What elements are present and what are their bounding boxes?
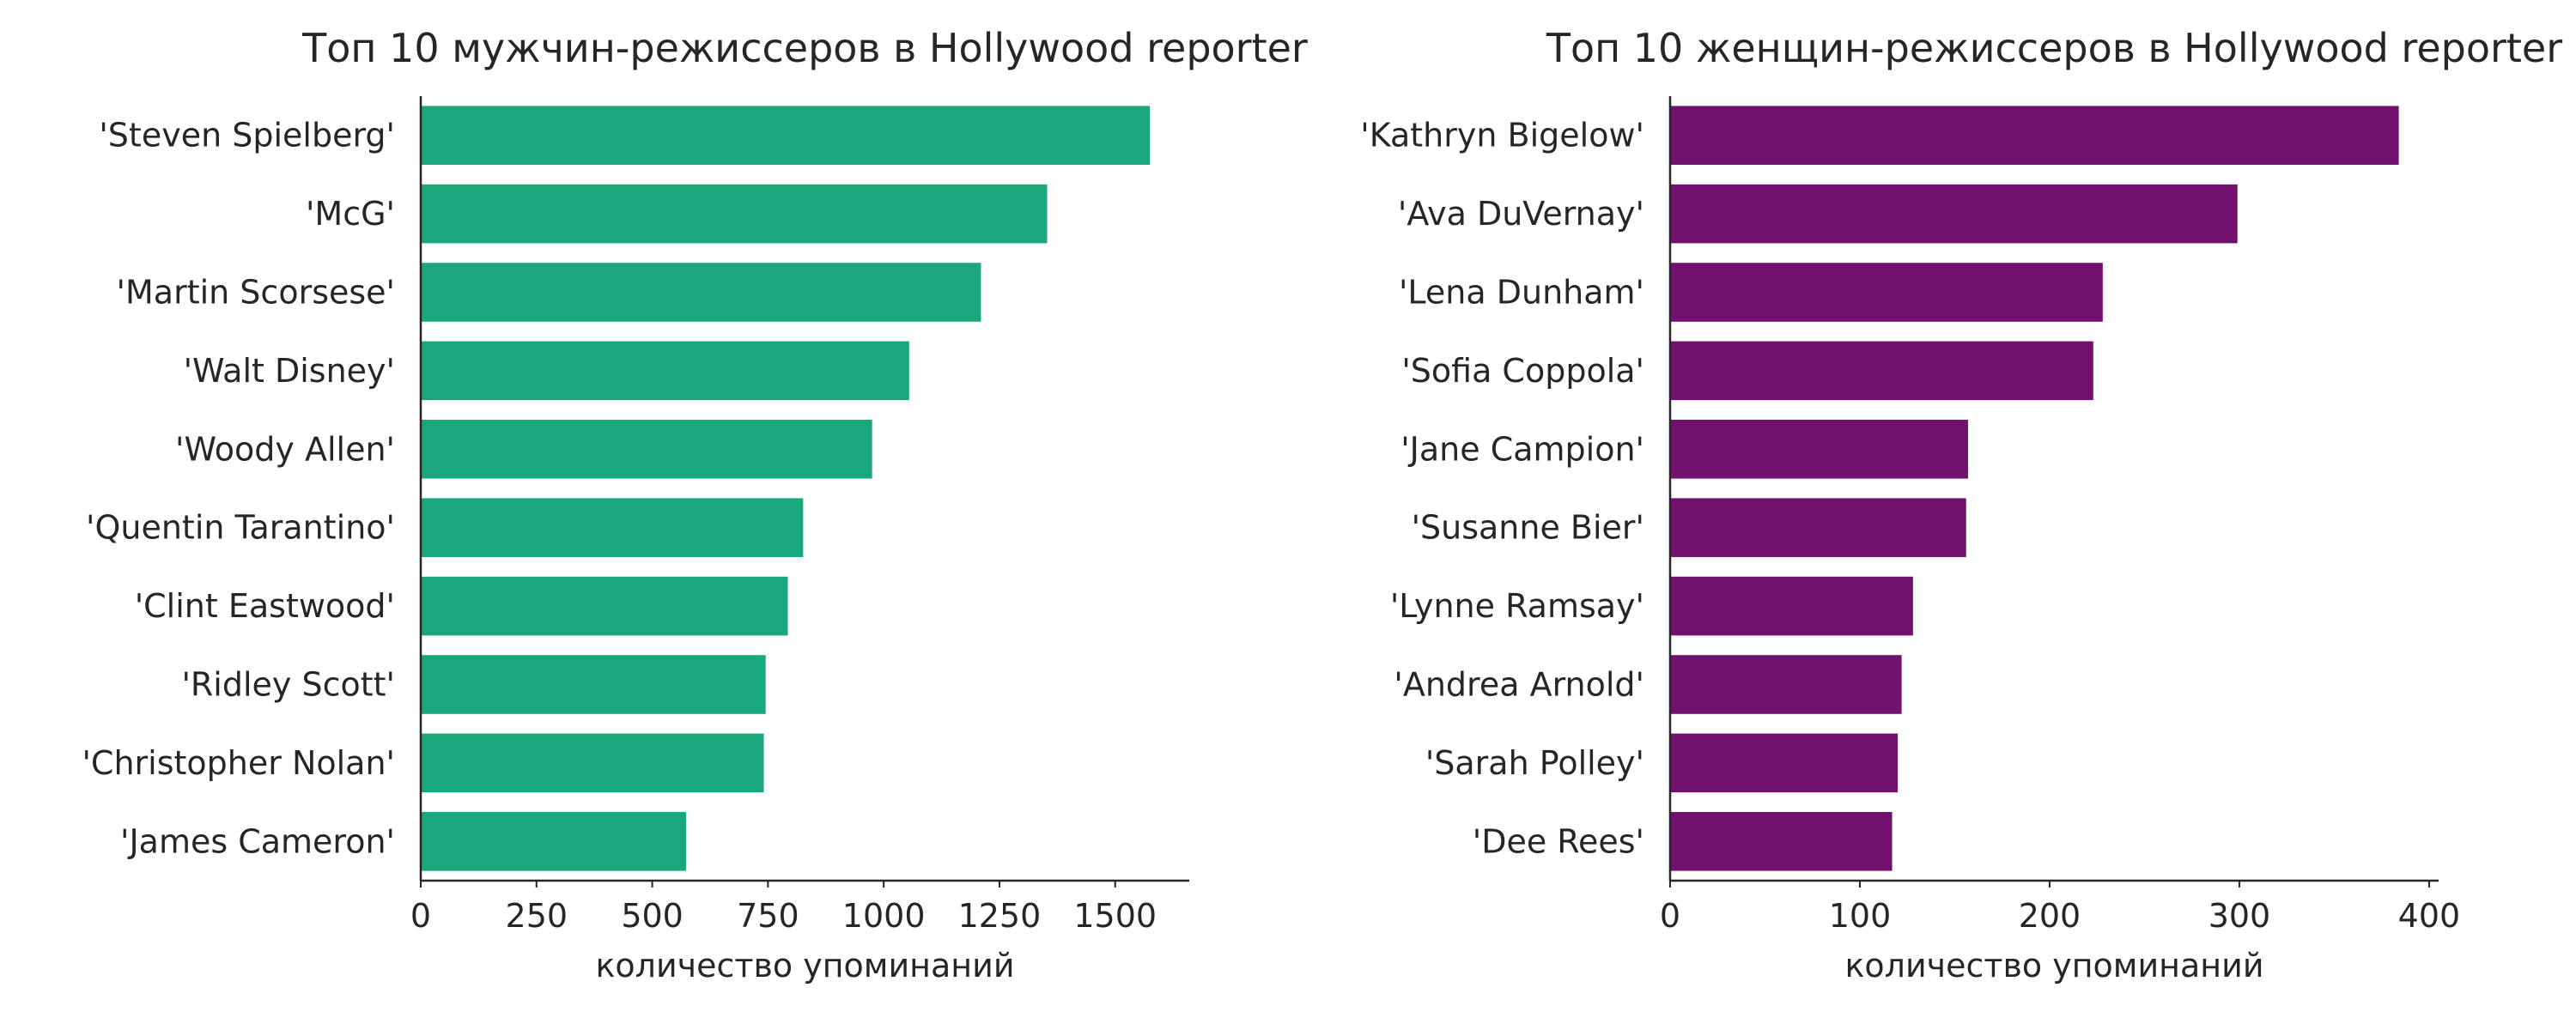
category-label: 'Susanne Bier' [1412, 509, 1644, 547]
bar [421, 106, 1151, 165]
category-label: 'Lynne Ramsay' [1390, 587, 1644, 625]
x-tick-label: 1250 [958, 897, 1042, 935]
bar [1670, 576, 1913, 636]
x-tick-label: 0 [1660, 897, 1680, 935]
category-label: 'Lena Dunham' [1399, 274, 1644, 312]
x-axis-label: количество упоминаний [1844, 947, 2263, 985]
category-label: 'Christopher Nolan' [82, 744, 395, 782]
x-tick-label: 1000 [842, 897, 926, 935]
x-tick-label: 1500 [1073, 897, 1157, 935]
category-label: 'Dee Rees' [1473, 822, 1644, 860]
category-label: 'Steven Spielberg' [99, 117, 395, 154]
x-axis-label: количество упоминаний [595, 947, 1014, 985]
bar [421, 498, 804, 557]
category-label: 'Kathryn Bigelow' [1360, 117, 1644, 154]
x-tick-label: 250 [506, 897, 568, 935]
category-label: 'Clint Eastwood' [135, 587, 395, 625]
bar [421, 733, 764, 793]
category-label: 'Sarah Polley' [1425, 744, 1644, 782]
bar [421, 184, 1048, 244]
bar [1670, 263, 2103, 322]
bar [421, 341, 909, 401]
category-label: 'Quentin Tarantino' [86, 509, 395, 547]
category-label: 'Walt Disney' [184, 352, 395, 390]
category-label: 'McG' [306, 195, 395, 233]
bar [1670, 341, 2093, 401]
x-tick-label: 300 [2208, 897, 2271, 935]
chart-panel-2: 'Kathryn Bigelow' 'Ava DuVernay' 'Lena Dun… [1360, 25, 2562, 985]
x-tick-label: 400 [2398, 897, 2461, 935]
bar [1670, 498, 1966, 557]
bar [421, 655, 766, 714]
chart-title: Топ 10 мужчин-режиссеров в Hollywood rep… [301, 25, 1308, 71]
category-label: 'Martin Scorsese' [117, 274, 395, 312]
category-label: 'Andrea Arnold' [1394, 666, 1644, 704]
bar [421, 263, 981, 322]
x-tick-label: 100 [1829, 897, 1892, 935]
category-label: 'Woody Allen' [175, 430, 395, 468]
bar [421, 576, 788, 636]
x-tick-label: 750 [737, 897, 799, 935]
category-label: 'James Cameron' [120, 822, 395, 860]
bar [1670, 812, 1893, 871]
bar [1670, 655, 1902, 714]
category-label: 'Ava DuVernay' [1398, 195, 1644, 233]
x-tick-label: 500 [621, 897, 683, 935]
bar [421, 420, 872, 479]
chart-title: Топ 10 женщин-режиссеров в Hollywood rep… [1546, 25, 2562, 71]
category-label: 'Sofia Coppola' [1401, 352, 1644, 390]
bar [421, 812, 686, 871]
bar [1670, 420, 1968, 479]
bar [1670, 106, 2399, 165]
x-tick-label: 0 [410, 897, 431, 935]
x-tick-label: 200 [2019, 897, 2081, 935]
bar [1670, 184, 2238, 244]
category-label: 'Ridley Scott' [181, 666, 395, 704]
bar [1670, 733, 1899, 793]
chart-panel-1: 'Steven Spielberg' 'McG' 'Martin Scorsese'… [82, 25, 1307, 985]
category-label: 'Jane Campion' [1400, 430, 1644, 468]
